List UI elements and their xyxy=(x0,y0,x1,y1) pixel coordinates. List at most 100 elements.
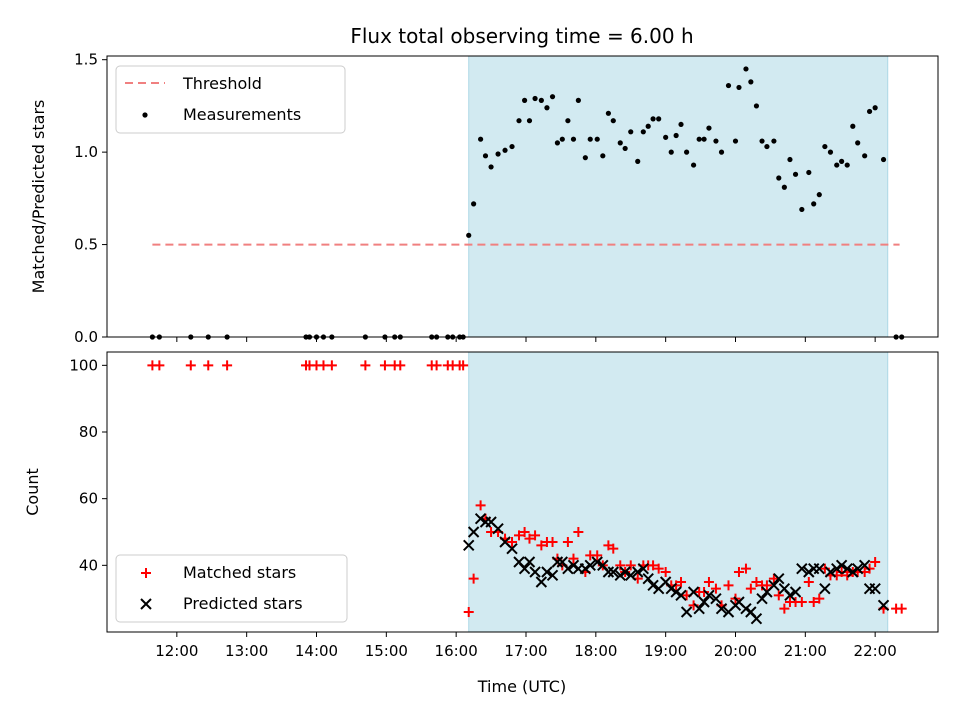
predicted-star-point xyxy=(813,562,825,575)
x-tick-label: 18:00 xyxy=(574,642,617,660)
predicted-star-point xyxy=(463,539,475,552)
predicted-star-point xyxy=(602,566,615,578)
measurement-point xyxy=(759,138,765,144)
predicted-star-point xyxy=(619,566,631,578)
measurement-point xyxy=(696,136,702,142)
legend-measurements-swatch xyxy=(142,112,148,118)
measurement-point xyxy=(526,118,533,124)
legend-measurements-label: Measurements xyxy=(183,105,301,124)
predicted-star-point xyxy=(693,602,705,615)
x-tick-label: 14:00 xyxy=(295,642,338,660)
x-tick-label: 13:00 xyxy=(225,642,268,660)
measurement-point xyxy=(748,79,754,85)
measurement-point xyxy=(575,97,581,103)
count-panel: 40 60 80 100 12:00 13:00 14:00 15:00 16:00 17:00 1… xyxy=(23,351,939,660)
matched-star-point xyxy=(803,577,814,587)
measurement-point xyxy=(799,206,805,213)
predicted-star-point xyxy=(675,589,687,602)
measurement-point xyxy=(822,143,828,150)
x-tick-label: 15:00 xyxy=(365,642,408,660)
matched-star-point xyxy=(463,607,474,617)
predicted-star-point xyxy=(784,589,796,602)
measurement-point xyxy=(544,105,550,111)
measurement-point xyxy=(587,136,593,142)
measurement-point xyxy=(509,143,515,150)
matched-star-point xyxy=(768,573,779,584)
observing-window xyxy=(468,55,889,338)
predicted-star-point xyxy=(824,566,837,578)
predicted-star-point xyxy=(710,592,722,605)
predicted-star-point xyxy=(703,589,715,602)
measurement-point xyxy=(816,192,822,198)
measurement-point xyxy=(684,149,690,155)
legend-predicted-swatch xyxy=(140,598,152,610)
matched-star-point xyxy=(703,577,714,587)
predicted-star-point xyxy=(789,586,802,598)
predicted-star-point xyxy=(637,562,650,575)
predicted-star-point xyxy=(796,562,808,575)
matched-star-point xyxy=(615,560,626,571)
y-tick-label: 40 xyxy=(79,556,98,574)
measurement-point xyxy=(834,162,840,168)
predicted-star-point xyxy=(642,572,654,585)
measurement-point xyxy=(872,105,878,111)
predicted-star-point xyxy=(851,562,864,575)
x-tick-label: 16:00 xyxy=(435,642,478,660)
matched-star-point xyxy=(751,577,762,587)
matched-star-point xyxy=(773,590,784,601)
matched-star-point xyxy=(154,360,165,371)
matched-star-point xyxy=(896,603,907,614)
predicted-star-point xyxy=(665,582,677,595)
measurement-point xyxy=(482,153,489,159)
measurement-point xyxy=(628,129,634,135)
matched-star-point xyxy=(814,593,825,604)
measurement-point xyxy=(850,123,856,129)
measurement-point xyxy=(701,136,707,142)
predicted-star-point xyxy=(803,566,815,578)
predicted-star-point xyxy=(584,559,596,572)
measurement-point xyxy=(594,136,600,142)
matched-star-point xyxy=(796,597,807,607)
matched-star-point xyxy=(660,567,671,577)
matched-star-point xyxy=(608,543,619,554)
matched-star-point xyxy=(530,530,541,541)
measurement-point xyxy=(880,156,887,163)
y-tick-label: 0.5 xyxy=(74,236,98,254)
predicted-star-point xyxy=(877,599,890,612)
matched-star-point xyxy=(733,567,744,577)
predicted-star-point xyxy=(492,522,504,535)
ratio-panel: 0.0 0.5 1.0 1.5 Matched/Predicted stars Thres… xyxy=(29,51,939,346)
x-tick-label: 12:00 xyxy=(155,642,198,660)
measurement-point xyxy=(570,136,577,142)
matched-star-point xyxy=(745,583,756,594)
matched-star-point xyxy=(710,583,721,594)
measurement-point xyxy=(650,116,656,122)
predicted-star-point xyxy=(835,559,848,572)
measurement-point xyxy=(516,118,522,124)
matched-star-point xyxy=(592,550,603,561)
x-tick-label: 21:00 xyxy=(784,642,827,660)
x-tick-label: 22:00 xyxy=(854,642,897,660)
measurement-point xyxy=(673,132,679,139)
matched-star-point xyxy=(379,360,390,371)
chart-title: Flux total observing time = 6.00 h xyxy=(350,24,693,48)
predicted-star-point xyxy=(551,556,564,568)
measurement-point xyxy=(549,94,556,100)
matched-star-point xyxy=(395,360,406,371)
measurement-point xyxy=(605,110,611,116)
measurement-point xyxy=(656,116,662,122)
measurement-point xyxy=(839,158,845,164)
predicted-star-point xyxy=(467,526,480,538)
measurement-point xyxy=(866,108,873,115)
predicted-star-point xyxy=(756,592,768,605)
matched-star-point xyxy=(431,360,442,371)
measurement-point xyxy=(736,84,742,91)
y-tick-label: 0.0 xyxy=(74,328,98,346)
measurement-point xyxy=(582,155,588,161)
predicted-star-point xyxy=(773,572,785,585)
predicted-star-point xyxy=(740,602,752,615)
measurement-point xyxy=(855,140,861,146)
axes-frame xyxy=(106,55,939,338)
measurement-point xyxy=(600,153,606,159)
legend-matched-label: Matched stars xyxy=(183,563,296,582)
